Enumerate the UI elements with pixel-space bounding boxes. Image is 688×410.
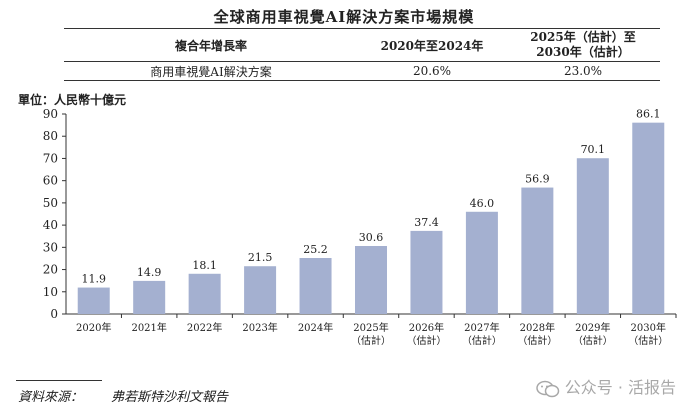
x-tick-note: （估計） xyxy=(351,334,391,347)
y-tick-label: 10 xyxy=(43,285,58,299)
data-label: 30.6 xyxy=(359,231,384,244)
source-label: 資料來源： xyxy=(18,390,84,405)
x-tick-label: 2022年 xyxy=(187,321,222,334)
data-label: 18.1 xyxy=(192,259,217,272)
data-label: 21.5 xyxy=(248,251,273,264)
bar xyxy=(299,258,332,314)
cagr-row-label: 商用車視覺AI解決方案 xyxy=(150,64,272,79)
x-tick-label: 2023年 xyxy=(242,321,277,334)
y-tick-label: 80 xyxy=(43,129,58,143)
y-tick-label: 0 xyxy=(50,307,58,321)
bar xyxy=(244,266,277,314)
cagr-table: 複合年增長率 2020年至2024年 2025年（估計）至 2030年（估計） … xyxy=(64,28,660,81)
data-label: 86.1 xyxy=(636,108,661,121)
bar xyxy=(410,230,443,314)
x-tick-label: 2029年 xyxy=(575,321,610,334)
source-divider xyxy=(16,380,102,381)
bar xyxy=(521,187,554,314)
cagr-col3-header: 2025年（估計）至 2030年（估計） xyxy=(506,29,660,62)
bar xyxy=(77,287,110,314)
chart-title: 全球商用車視覺AI解決方案市場規模 xyxy=(213,8,475,26)
data-label: 37.4 xyxy=(414,216,439,229)
x-tick-note: （估計） xyxy=(517,334,557,347)
bar xyxy=(632,122,665,315)
x-tick-note: （估計） xyxy=(462,334,502,347)
y-tick-label: 30 xyxy=(43,240,58,254)
cagr-header-row: 複合年增長率 2020年至2024年 2025年（估計）至 2030年（估計） xyxy=(64,28,660,62)
x-tick-label: 2024年 xyxy=(298,321,333,334)
bar xyxy=(188,273,221,314)
x-tick-label: 2021年 xyxy=(131,321,166,334)
data-label: 14.9 xyxy=(137,266,162,279)
bar xyxy=(355,246,387,314)
cagr-col3-header-line1: 2025年（估計）至 xyxy=(530,30,636,44)
x-tick-note: （估計） xyxy=(573,334,613,347)
source-note: 資料來源： 弗若斯特沙利文報告 xyxy=(18,386,228,405)
x-tick-note: （估計） xyxy=(406,334,446,347)
cagr-col3-header-line2: 2030年（估計） xyxy=(536,45,630,59)
watermark-text: 公众号 · 活报告 xyxy=(564,378,676,397)
cagr-data-row: 商用車視覺AI解決方案 20.6% 23.0% xyxy=(64,62,660,81)
data-label: 56.9 xyxy=(525,173,550,186)
x-tick-label: 2026年 xyxy=(409,321,444,334)
x-tick-label: 2028年 xyxy=(520,321,555,334)
source-value: 弗若斯特沙利文報告 xyxy=(111,390,229,405)
x-tick-label: 2020年 xyxy=(76,321,111,334)
bar xyxy=(576,158,609,314)
x-tick-note: （估計） xyxy=(628,334,668,347)
unit-label: 單位：人民幣十億元 xyxy=(18,93,127,107)
x-tick-label: 2027年 xyxy=(464,321,499,334)
data-label: 25.2 xyxy=(303,243,328,256)
data-label: 46.0 xyxy=(470,197,495,210)
x-tick-label: 2030年 xyxy=(631,321,666,334)
x-tick-label: 2025年 xyxy=(353,321,388,334)
y-tick-label: 40 xyxy=(43,218,58,232)
y-tick-label: 50 xyxy=(43,196,58,210)
cagr-row-value1: 20.6% xyxy=(412,64,452,78)
bar xyxy=(465,211,498,314)
data-label: 70.1 xyxy=(581,143,606,156)
y-tick-label: 20 xyxy=(43,263,58,277)
watermark: 公众号 · 活报告 xyxy=(535,374,676,398)
wechat-icon xyxy=(535,380,559,397)
data-label: 11.9 xyxy=(81,273,106,286)
y-tick-label: 60 xyxy=(43,174,58,188)
bar xyxy=(133,280,166,314)
cagr-col1-header: 複合年增長率 xyxy=(174,38,247,53)
cagr-row-value2: 23.0% xyxy=(563,63,603,78)
cagr-col2-header: 2020年至2024年 xyxy=(380,38,484,53)
y-tick-label: 90 xyxy=(43,107,58,121)
y-tick-label: 70 xyxy=(43,151,58,165)
